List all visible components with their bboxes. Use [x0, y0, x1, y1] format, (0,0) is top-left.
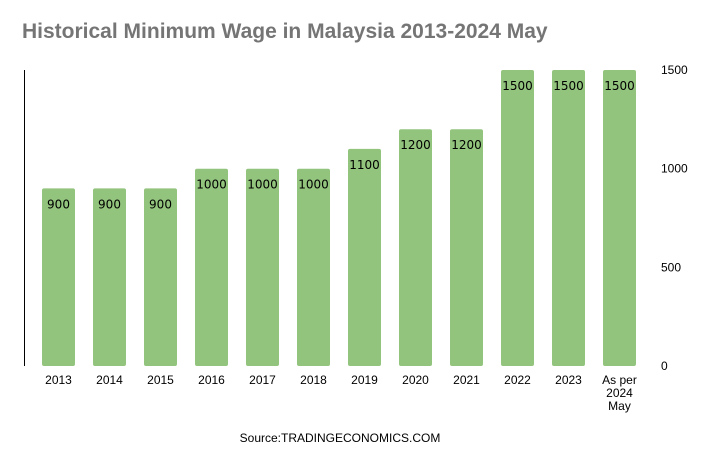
y-tick-label: 1000	[661, 162, 688, 176]
bar-value-label: 1200	[400, 138, 431, 152]
bar-8	[450, 129, 483, 366]
x-tick-label: 2019	[351, 373, 378, 387]
bar-labels-group: 900 900 900 1000 1000 1000 1100 1200 1200 1500 150…	[47, 79, 635, 211]
bar-11	[603, 70, 636, 366]
y-tick-label: 1500	[661, 63, 688, 77]
x-tick-label: 2020	[402, 373, 429, 387]
bar-value-label: 1200	[451, 138, 482, 152]
x-tick-label: 2022	[504, 373, 531, 387]
bar-1	[93, 188, 126, 366]
bar-value-label: 1500	[553, 79, 584, 93]
bar-2	[144, 188, 177, 366]
x-tick-label: 2018	[300, 373, 327, 387]
x-axis-ticks: 2013 2014 2015 2016 2017 2018 2019 2020 2021 2022…	[45, 373, 637, 413]
x-tick-label: 2014	[96, 373, 123, 387]
bar-5	[297, 168, 330, 366]
x-tick-label: 2015	[147, 373, 174, 387]
x-tick-label: 2023	[555, 373, 582, 387]
bar-value-label: 900	[98, 197, 121, 211]
bars-group	[42, 70, 636, 366]
bar-10	[552, 70, 585, 366]
bar-value-label: 900	[149, 197, 172, 211]
y-axis-ticks: 0 500 1000 1500	[661, 63, 688, 373]
bar-value-label: 1000	[247, 178, 278, 192]
bar-value-label: 1500	[502, 79, 533, 93]
x-tick-label: 2016	[198, 373, 225, 387]
bar-value-label: 900	[47, 197, 70, 211]
source-note: Source:TRADINGECONOMICS.COM	[239, 431, 441, 445]
x-tick-label: 2021	[453, 373, 480, 387]
bar-6	[348, 148, 381, 366]
x-tick-label: 2013	[45, 373, 72, 387]
bar-3	[195, 168, 228, 366]
bar-9	[501, 70, 534, 366]
bar-0	[42, 188, 75, 366]
bar-value-label: 1000	[196, 178, 227, 192]
x-tick-label: As per 2024 May	[602, 373, 637, 413]
y-tick-label: 500	[661, 260, 681, 274]
bar-value-label: 1500	[604, 79, 635, 93]
bar-4	[246, 168, 279, 366]
bar-7	[399, 129, 432, 366]
chart-title: Historical Minimum Wage in Malaysia 2013…	[22, 20, 548, 43]
y-tick-label: 0	[661, 359, 668, 373]
bar-value-label: 1000	[298, 178, 329, 192]
x-tick-label: 2017	[249, 373, 276, 387]
bar-value-label: 1100	[349, 158, 380, 172]
